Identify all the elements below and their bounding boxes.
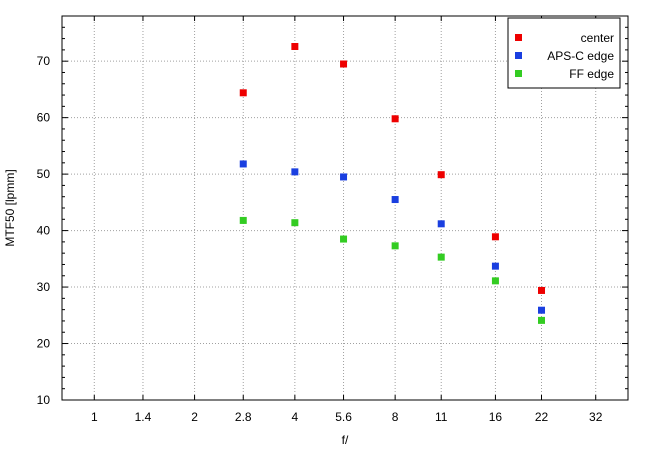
legend-marker-aps-c-edge [515,52,522,59]
point-ff-edge [538,316,546,324]
legend-label-ff-edge: FF edge [569,67,614,81]
x-tick-label: 2 [191,410,198,424]
point-ff-edge [291,219,299,227]
y-tick-label: 10 [37,393,51,407]
point-aps-c-edge [538,306,546,314]
point-ff-edge [491,277,499,285]
y-tick-label: 40 [37,224,51,238]
point-ff-edge [340,235,348,243]
x-tick-label: 1.4 [135,410,152,424]
x-tick-label: 16 [489,410,503,424]
point-aps-c-edge [437,220,445,228]
x-tick-label: 1 [91,410,98,424]
x-tick-label: 11 [435,410,448,424]
x-tick-label: 22 [535,410,549,424]
x-axis-ticks: 1 1.4 2 2.8 4 5.6 8 11 16 22 32 [91,16,603,424]
point-center [391,115,399,123]
point-ff-edge [391,242,399,250]
point-center [491,233,499,241]
legend-box [507,17,621,89]
legend-label-aps-c-edge: APS-C edge [547,49,614,63]
y-tick-label: 70 [37,54,51,68]
legend-marker-ff-edge [515,70,522,77]
y-axis-label: MTF50 [lpmm] [3,169,17,246]
x-tick-label: 5.6 [335,410,352,424]
x-tick-label: 2.8 [235,410,252,424]
point-center [291,42,299,50]
y-tick-label: 50 [37,167,51,181]
legend: center APS-C edge FF edge [507,17,621,89]
x-tick-label: 32 [589,410,603,424]
point-ff-edge [239,216,247,224]
legend-label-center: center [581,31,614,45]
point-center [340,60,348,68]
point-aps-c-edge [239,160,247,168]
point-ff-edge [437,253,445,261]
point-aps-c-edge [491,262,499,270]
y-tick-label: 30 [37,280,51,294]
point-center [239,89,247,97]
point-center [437,171,445,179]
x-axis-label: f/ [342,433,349,447]
y-tick-label: 60 [37,111,51,125]
plot-frame [61,15,629,401]
x-tick-label: 4 [292,410,299,424]
point-center [538,286,546,294]
point-aps-c-edge [340,173,348,181]
y-tick-label: 20 [37,337,51,351]
legend-marker-center [515,34,522,41]
point-aps-c-edge [291,168,299,176]
x-tick-label: 8 [392,410,399,424]
data-points [239,42,546,324]
point-aps-c-edge [391,196,399,204]
